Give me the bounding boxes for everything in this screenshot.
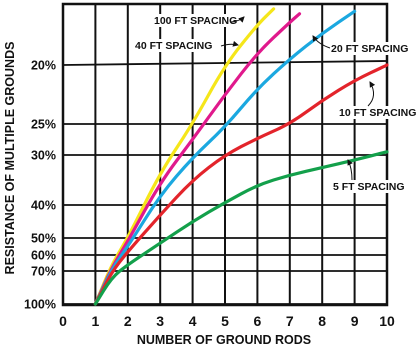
annotation-bg-40-ft-spacing	[133, 39, 223, 52]
x-tick-label-2: 2	[124, 313, 132, 329]
annotation-arrow-10-ft-spacing	[367, 81, 376, 107]
y-tick-label-20: 20%	[31, 59, 56, 73]
x-tick-label-6: 6	[254, 313, 262, 329]
y-tick-label-100: 100%	[24, 298, 56, 312]
annotation-arrow-20-ft-spacing	[312, 35, 331, 49]
annotation-bg-10-ft-spacing	[337, 106, 416, 119]
annotation-label-40-ft-spacing: 40 FT SPACING	[135, 40, 212, 52]
x-tick-label-9: 9	[351, 313, 359, 329]
series-line-5-ft-spacing	[93, 150, 389, 306]
annotation-label-100-ft-spacing: 100 FT SPACING	[154, 15, 237, 27]
annotation-arrow-40-ft-spacing	[220, 40, 239, 47]
series-line-10-ft-spacing	[93, 63, 389, 306]
y-tick-label-60: 60%	[31, 249, 56, 263]
x-tick-label-3: 3	[156, 313, 164, 329]
series-line-40-ft-spacing	[93, 12, 302, 306]
x-tick-label-4: 4	[189, 313, 197, 329]
annotation-arrow-100-ft-spacing	[230, 16, 245, 23]
x-tick-label-10: 10	[379, 313, 395, 329]
annotation-arrow-5-ft-spacing	[347, 159, 353, 181]
x-tick-label-8: 8	[318, 313, 326, 329]
x-axis-title: NUMBER OF GROUND RODS	[137, 333, 311, 347]
annotation-bg-20-ft-spacing	[329, 42, 416, 55]
annotation-bg-100-ft-spacing	[152, 14, 249, 27]
x-tick-label-0: 0	[59, 313, 67, 329]
annotation-bg-5-ft-spacing	[331, 180, 415, 193]
series-annotations: 100 FT SPACING 40 FT SPACING 20 FT SPACING…	[133, 14, 416, 193]
plot-frame	[61, 2, 389, 307]
y-tick-label-30: 30%	[31, 149, 56, 163]
y-tick-label-25: 25%	[31, 118, 56, 132]
y-tick-label-70: 70%	[31, 265, 56, 279]
x-tick-labels: 0 1 2 3 4 5 6 7 8 9 10	[59, 313, 395, 329]
y-tick-labels: 20% 25% 30% 40% 50% 60% 70% 100%	[24, 59, 56, 312]
x-tick-label-1: 1	[92, 313, 100, 329]
y-axis-title: RESISTANCE OF MULTIPLE GROUNDS	[3, 42, 17, 275]
x-tick-label-5: 5	[221, 313, 229, 329]
plot-border	[61, 2, 389, 307]
y-tick-label-40: 40%	[31, 199, 56, 213]
annotation-label-10-ft-spacing: 10 FT SPACING	[339, 107, 416, 119]
annotation-label-20-ft-spacing: 20 FT SPACING	[331, 43, 408, 55]
y-tick-label-50: 50%	[31, 232, 56, 246]
grid-line-y-20	[62, 60, 388, 66]
x-tick-label-7: 7	[286, 313, 294, 329]
annotation-label-5-ft-spacing: 5 FT SPACING	[333, 181, 405, 193]
